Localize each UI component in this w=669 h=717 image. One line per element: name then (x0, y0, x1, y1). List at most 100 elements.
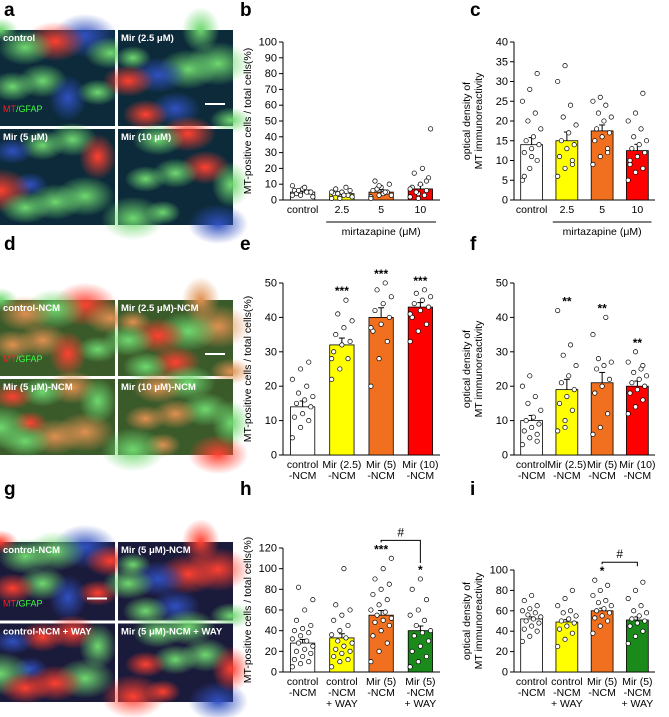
data-point (426, 638, 432, 644)
y-axis-label: MT-positive cells / total cells(%) (242, 48, 254, 194)
data-point (380, 301, 386, 307)
data-point (428, 294, 434, 300)
x-tick-label: 5 (599, 204, 605, 216)
data-point (527, 435, 533, 441)
y-tick-label: 120 (259, 543, 277, 555)
data-point (368, 325, 374, 331)
data-point (569, 630, 575, 636)
significance: ** (597, 301, 607, 315)
data-point (333, 646, 339, 652)
data-point (527, 606, 533, 612)
cell-blob (132, 123, 185, 156)
data-point (378, 321, 384, 327)
data-point (529, 623, 535, 629)
data-point (388, 294, 394, 300)
data-point (521, 173, 527, 179)
panel-label: h (240, 479, 252, 500)
y-tick-label: 80 (496, 585, 508, 597)
x-tick-label: control (516, 676, 548, 688)
data-point (345, 622, 351, 629)
y-axis-label: MT-positive cells / total cells(%) (242, 537, 254, 683)
data-point (555, 603, 561, 609)
data-point (595, 600, 602, 606)
panel-label: i (470, 479, 475, 500)
y-tick-label: 40 (496, 37, 508, 49)
data-point (638, 126, 644, 132)
data-point (382, 189, 388, 195)
cell-blob (132, 371, 185, 404)
data-point (556, 400, 563, 406)
cell-blob (122, 99, 169, 130)
data-point (423, 178, 430, 184)
data-point (378, 628, 384, 634)
data-point (345, 356, 351, 362)
y-tick-label: 30 (496, 346, 508, 358)
data-point (562, 596, 568, 602)
data-point (636, 613, 642, 619)
cell-blob (78, 133, 117, 180)
y-tick-label: 100 (259, 37, 277, 49)
significance: * (600, 564, 605, 578)
data-point (562, 418, 568, 424)
cell-blob (102, 567, 155, 600)
data-point (295, 584, 302, 590)
data-point (632, 633, 639, 639)
data-point (527, 373, 533, 379)
data-point (384, 640, 390, 646)
stain-mt: MT (3, 104, 16, 114)
data-point (343, 184, 349, 190)
data-point (341, 566, 347, 572)
data-point (519, 98, 525, 104)
data-point (640, 165, 646, 171)
data-point (558, 618, 564, 624)
data-point (329, 664, 335, 670)
data-point (349, 194, 355, 200)
data-point (632, 110, 639, 116)
data-point (527, 86, 533, 92)
cell-blob (0, 29, 54, 66)
data-point (532, 393, 538, 400)
data-point (560, 610, 566, 616)
data-point (409, 648, 415, 654)
data-point (428, 126, 434, 132)
data-point (304, 189, 310, 195)
data-point (295, 187, 302, 194)
data-point (337, 195, 343, 201)
data-point (407, 186, 413, 192)
data-point (295, 640, 302, 646)
stain-label: MT/GFAP (3, 599, 43, 609)
cell-blob (124, 405, 167, 432)
data-point (407, 194, 413, 200)
data-point (594, 366, 600, 372)
data-point (536, 142, 542, 148)
stain-label: MT/GFAP (3, 354, 43, 364)
data-point (562, 424, 568, 431)
y-tick-label: 80 (265, 68, 277, 80)
data-point (640, 579, 646, 585)
y-tick-label: 35 (496, 56, 508, 68)
y-tick-label: 20 (496, 116, 508, 128)
data-point (519, 442, 525, 448)
data-point (567, 608, 574, 614)
data-point (370, 591, 376, 598)
data-point (629, 616, 635, 622)
data-point (629, 146, 635, 152)
y-tick-label: 40 (265, 312, 277, 324)
data-point (555, 173, 561, 179)
tile-label: control-NCM (3, 545, 60, 556)
data-point (417, 307, 423, 314)
data-point (329, 189, 335, 195)
y-tick-label: 0 (271, 450, 277, 462)
bar (407, 306, 433, 456)
data-point (597, 587, 603, 593)
data-point (605, 411, 611, 417)
data-point (423, 597, 430, 603)
data-point (640, 90, 646, 96)
data-point (603, 314, 609, 320)
cell-blob (181, 277, 220, 323)
panel-label: d (4, 234, 16, 255)
bracket (380, 539, 421, 563)
x-tick-label: + WAY (551, 698, 583, 710)
cell-blob (48, 75, 87, 122)
y-axis-label: optical density of (461, 330, 473, 408)
